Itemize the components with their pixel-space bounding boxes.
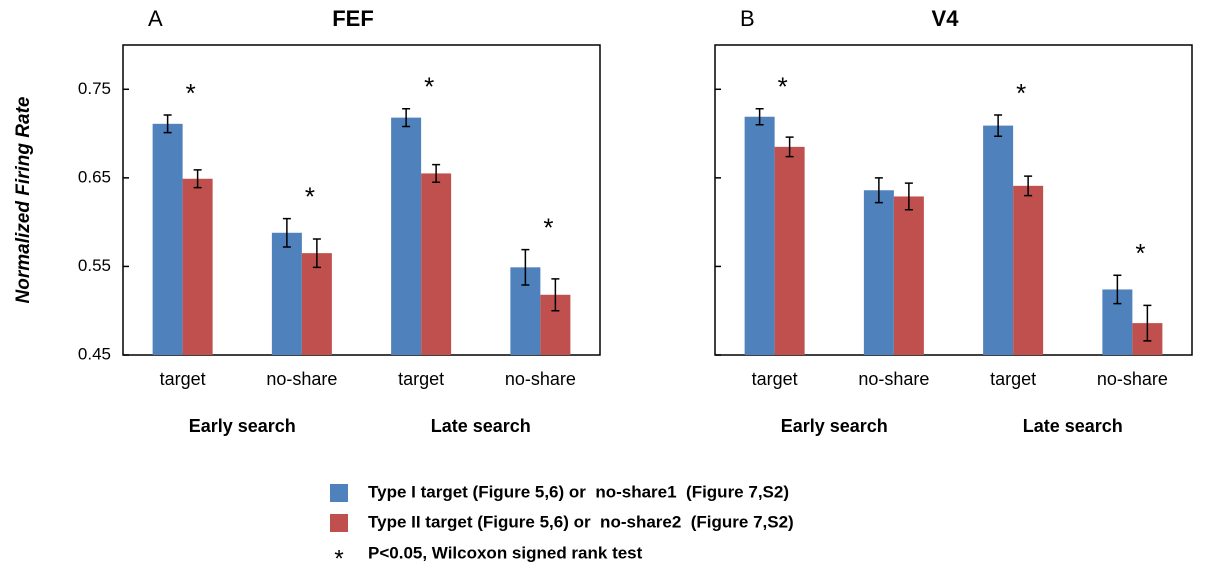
error-bar: [402, 108, 411, 128]
x-tick-label: target: [752, 369, 798, 389]
bar: [983, 125, 1014, 355]
error-bar: [785, 136, 794, 158]
significance-mark: *: [543, 212, 553, 242]
significance-mark: *: [424, 72, 434, 102]
significance-mark: *: [186, 78, 196, 108]
error-bar: [874, 177, 883, 204]
x-tick-label: target: [160, 369, 206, 389]
x-tick-label: no-share: [505, 369, 576, 389]
y-tick-label: 0.55: [78, 256, 111, 275]
error-bar: [282, 217, 291, 248]
legend-label: Type I target (Figure 5,6) or no-share1 …: [368, 482, 789, 501]
significance-mark: *: [1135, 238, 1145, 268]
bar: [391, 117, 422, 355]
group-label: Late search: [431, 416, 531, 436]
error-bar: [904, 182, 913, 211]
error-bar: [312, 238, 321, 269]
significance-mark: *: [1016, 78, 1026, 108]
bar: [1013, 185, 1044, 355]
panel-letter: A: [148, 6, 163, 31]
group-label: Late search: [1023, 416, 1123, 436]
y-tick-label: 0.75: [78, 79, 111, 98]
error-bar: [551, 278, 560, 312]
bar: [893, 196, 924, 355]
error-bar: [163, 114, 172, 134]
legend-swatch: [330, 484, 348, 502]
y-axis-label: Normalized Firing Rate: [13, 96, 34, 303]
significance-mark: *: [778, 72, 788, 102]
panel-letter: B: [740, 6, 755, 31]
x-tick-label: no-share: [1097, 369, 1168, 389]
x-tick-label: no-share: [266, 369, 337, 389]
legend-swatch: [330, 514, 348, 532]
bar: [744, 116, 775, 355]
legend-symbol: *: [334, 545, 343, 572]
bar: [301, 253, 332, 355]
panel-title: FEF: [332, 6, 374, 31]
bar: [152, 123, 183, 355]
panel-title: V4: [932, 6, 960, 31]
plot-frame: [122, 44, 601, 356]
error-bar: [1143, 304, 1152, 342]
plot-frame: [714, 44, 1193, 356]
y-tick-label: 0.65: [78, 167, 111, 186]
legend-note: P<0.05, Wilcoxon signed rank test: [368, 543, 643, 562]
error-bar: [994, 114, 1003, 137]
group-label: Early search: [189, 416, 296, 436]
error-bar: [1024, 175, 1033, 197]
error-bar: [755, 108, 764, 126]
bar: [271, 232, 302, 355]
error-bar: [193, 169, 202, 189]
bar: [863, 190, 894, 355]
error-bar: [432, 163, 441, 184]
x-tick-label: target: [398, 369, 444, 389]
bar: [182, 178, 213, 355]
bar: [421, 173, 452, 355]
group-label: Early search: [781, 416, 888, 436]
x-tick-label: target: [990, 369, 1036, 389]
error-bar: [1113, 274, 1122, 305]
y-tick-label: 0.45: [78, 344, 111, 363]
error-bar: [521, 248, 530, 286]
legend-label: Type II target (Figure 5,6) or no-share2…: [368, 512, 794, 531]
significance-mark: *: [305, 181, 315, 211]
bar: [774, 146, 805, 355]
x-tick-label: no-share: [858, 369, 929, 389]
